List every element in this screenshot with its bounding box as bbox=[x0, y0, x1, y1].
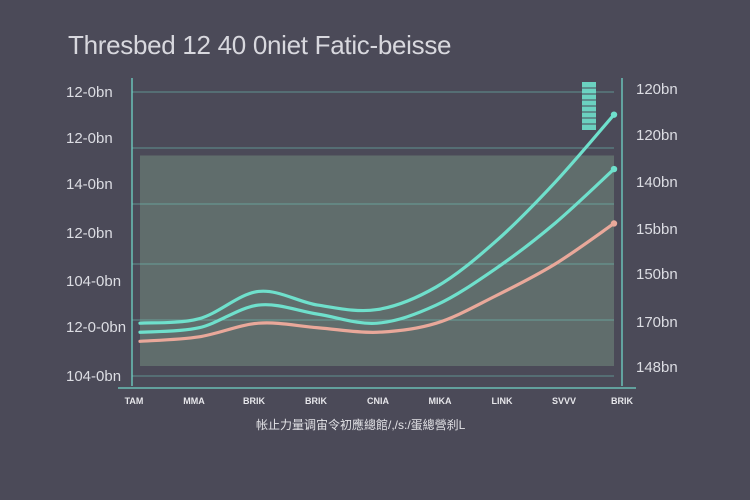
series-line-1 bbox=[138, 113, 616, 325]
y-right-tick-label: 120bn bbox=[636, 127, 678, 144]
x-tick-label: BRIK bbox=[611, 396, 633, 406]
y-left-tick-label: 12-0-0bn bbox=[66, 319, 126, 336]
x-tick-label: LINK bbox=[492, 396, 513, 406]
legend-marker bbox=[582, 82, 596, 130]
chart-caption: 帐止力量调宙令初應總館/,/s:/蛋總營刹L bbox=[256, 418, 466, 432]
axes bbox=[118, 78, 636, 389]
y-left-tick-label: 14-0bn bbox=[66, 176, 113, 193]
y-left-tick-label: 104-0bn bbox=[66, 368, 121, 385]
y-right-tick-label: 148bn bbox=[636, 359, 678, 376]
y-right-tick-label: 140bn bbox=[636, 174, 678, 191]
x-tick-label: MIKA bbox=[429, 396, 452, 406]
x-tick-label: BRIK bbox=[243, 396, 265, 406]
series-end-point-3 bbox=[610, 220, 618, 227]
x-tick-label: MMA bbox=[183, 396, 205, 406]
y-right-tick-label: 170bn bbox=[636, 314, 678, 331]
y-left-tick-label: 12-0bn bbox=[66, 84, 113, 101]
y-right-tick-label: 120bn bbox=[636, 81, 678, 98]
series-end-point-1 bbox=[610, 111, 618, 118]
x-tick-label: TAM bbox=[125, 396, 144, 406]
x-tick-label: SVVV bbox=[552, 396, 576, 406]
y-left-tick-label: 12-0bn bbox=[66, 130, 113, 147]
tick-labels: 12-0bn 12-0bn 14-0bn 12-0bn 104-0bn 12-0-0bn 1… bbox=[66, 81, 678, 406]
y-left-tick-label: 104-0bn bbox=[66, 273, 121, 290]
chart-title: Thresbed 12 40 0niet Fatic-beisse bbox=[68, 30, 452, 60]
y-right-tick-label: 15bbn bbox=[636, 221, 678, 238]
series-lines bbox=[138, 111, 618, 343]
series-end-point-2 bbox=[610, 165, 618, 173]
y-left-tick-label: 12-0bn bbox=[66, 225, 113, 242]
x-tick-label: BRIK bbox=[305, 396, 327, 406]
x-tick-label: CNIA bbox=[367, 396, 389, 406]
series-line-3 bbox=[138, 221, 616, 343]
series-line-2 bbox=[138, 167, 616, 334]
y-right-tick-label: 150bn bbox=[636, 266, 678, 283]
